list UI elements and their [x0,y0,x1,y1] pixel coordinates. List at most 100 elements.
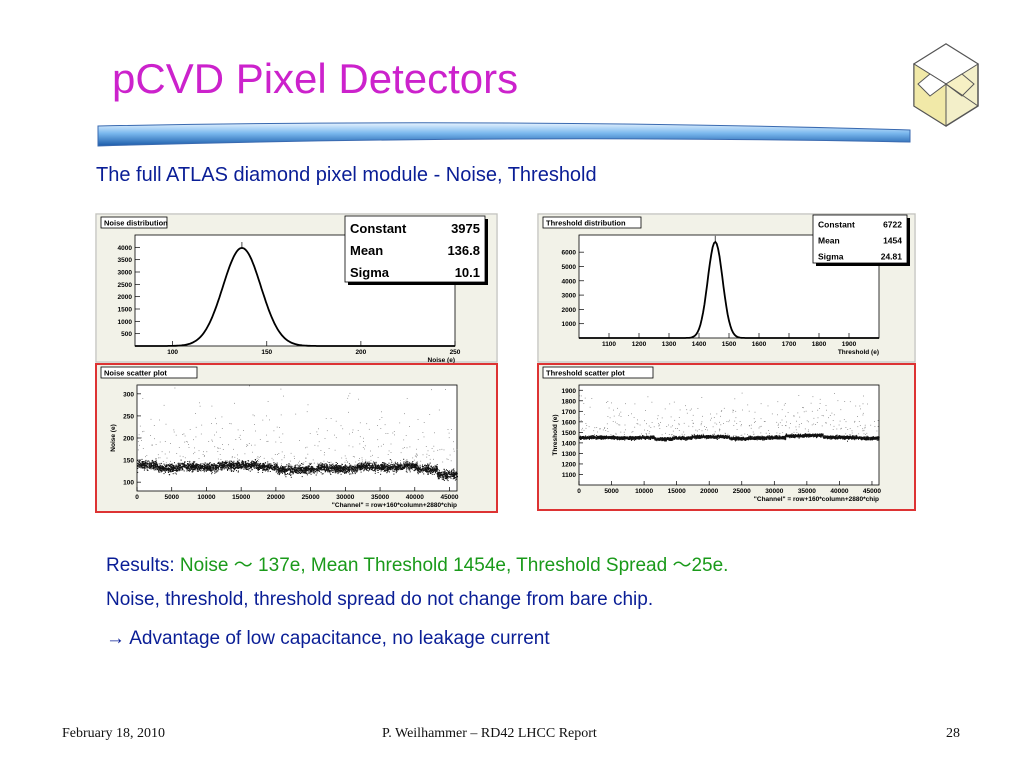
data-point [454,475,456,476]
data-point [138,464,140,466]
data-point [166,470,168,471]
data-point [424,470,426,471]
data-point [380,473,382,475]
data-point [369,463,371,465]
data-point [146,468,148,470]
data-point [412,463,414,464]
y-tick-label: 250 [123,413,134,420]
data-point [294,468,295,470]
data-point [377,468,379,470]
data-point [327,467,329,469]
data-point [440,476,442,478]
data-point [436,473,438,475]
data-point [291,469,293,471]
data-point [383,468,385,470]
data-point [381,468,383,470]
data-point [326,464,328,466]
data-point [300,468,302,469]
data-point [255,464,257,466]
data-point [144,461,146,463]
data-point [254,459,256,460]
data-point [243,464,245,466]
data-point [429,469,431,471]
data-point [330,467,332,469]
data-point [381,467,383,469]
data-point [424,467,426,469]
data-point [174,467,176,469]
outlier-point [164,441,166,442]
data-point [289,473,291,475]
data-point [435,468,437,470]
outlier-point [162,461,164,462]
data-point [342,467,344,469]
data-point [272,466,274,468]
data-point [216,467,218,469]
data-point [168,470,170,472]
data-point [589,437,591,439]
data-point [255,462,257,464]
data-point [322,463,324,465]
data-point [244,466,246,467]
data-point [333,467,335,469]
data-point [142,467,144,469]
data-point [394,466,396,468]
data-point [224,464,226,466]
data-point [399,464,401,466]
data-point [196,464,198,466]
data-point [170,466,172,468]
data-point [198,465,200,467]
data-point [321,468,322,470]
data-point [302,463,304,465]
data-point [150,463,152,465]
data-point [302,467,304,469]
data-point [343,471,345,473]
data-point [374,464,376,466]
outlier-point [589,406,591,408]
data-point [175,466,177,468]
data-point [215,468,217,470]
data-point [156,464,158,466]
data-point [312,467,314,469]
outlier-point [158,457,159,459]
data-point [306,467,308,469]
outlier-point [252,451,253,453]
y-tick-label: 100 [123,480,134,487]
outlier-point [299,440,300,441]
x-tick-label: 1700 [782,341,797,348]
data-point [169,465,170,467]
data-point [440,472,442,473]
data-point [197,465,199,467]
data-point [304,467,306,469]
x-axis-label: Threshold (e) [838,349,879,356]
outlier-point [159,419,160,421]
outlier-point [276,426,278,428]
data-point [168,468,170,470]
data-point [379,467,381,469]
data-point [177,468,179,470]
data-point [244,467,246,469]
data-point [371,467,373,469]
data-point [456,476,458,478]
data-point [279,472,281,474]
data-point [209,466,211,468]
outlier-point [352,456,354,457]
data-point [293,466,295,468]
data-point [361,466,363,468]
data-point [219,463,221,465]
data-point [403,462,405,464]
data-point [142,464,144,466]
data-point [209,465,211,467]
data-point [291,471,293,473]
data-point [232,466,234,468]
data-point [251,462,253,464]
data-point [268,464,270,466]
data-point [253,463,254,465]
data-point [591,435,593,437]
data-point [414,464,416,466]
outlier-point [301,462,303,464]
data-point [372,465,373,467]
data-point [215,464,217,466]
data-point [295,469,297,471]
data-point [185,465,186,467]
data-point [442,473,444,475]
